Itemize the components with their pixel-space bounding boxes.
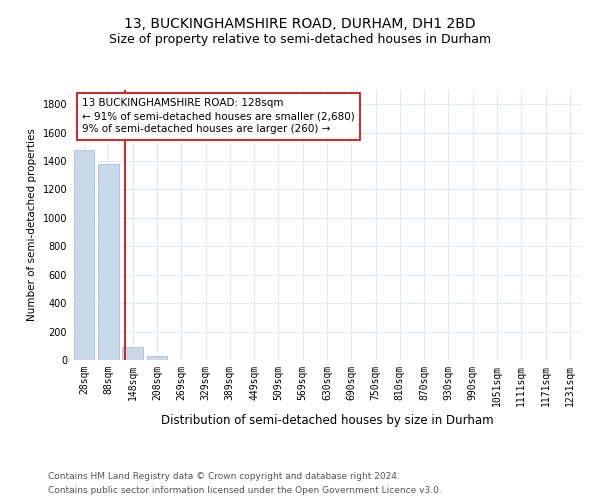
Text: Size of property relative to semi-detached houses in Durham: Size of property relative to semi-detach… xyxy=(109,32,491,46)
Text: Contains HM Land Registry data © Crown copyright and database right 2024.: Contains HM Land Registry data © Crown c… xyxy=(48,472,400,481)
Text: Contains public sector information licensed under the Open Government Licence v3: Contains public sector information licen… xyxy=(48,486,442,495)
X-axis label: Distribution of semi-detached houses by size in Durham: Distribution of semi-detached houses by … xyxy=(161,414,493,428)
Bar xyxy=(146,356,167,360)
Bar xyxy=(98,164,119,360)
Y-axis label: Number of semi-detached properties: Number of semi-detached properties xyxy=(27,128,37,322)
Bar xyxy=(122,346,143,360)
Text: 13, BUCKINGHAMSHIRE ROAD, DURHAM, DH1 2BD: 13, BUCKINGHAMSHIRE ROAD, DURHAM, DH1 2B… xyxy=(124,18,476,32)
Bar xyxy=(74,150,94,360)
Text: 13 BUCKINGHAMSHIRE ROAD: 128sqm
← 91% of semi-detached houses are smaller (2,680: 13 BUCKINGHAMSHIRE ROAD: 128sqm ← 91% of… xyxy=(82,98,355,134)
